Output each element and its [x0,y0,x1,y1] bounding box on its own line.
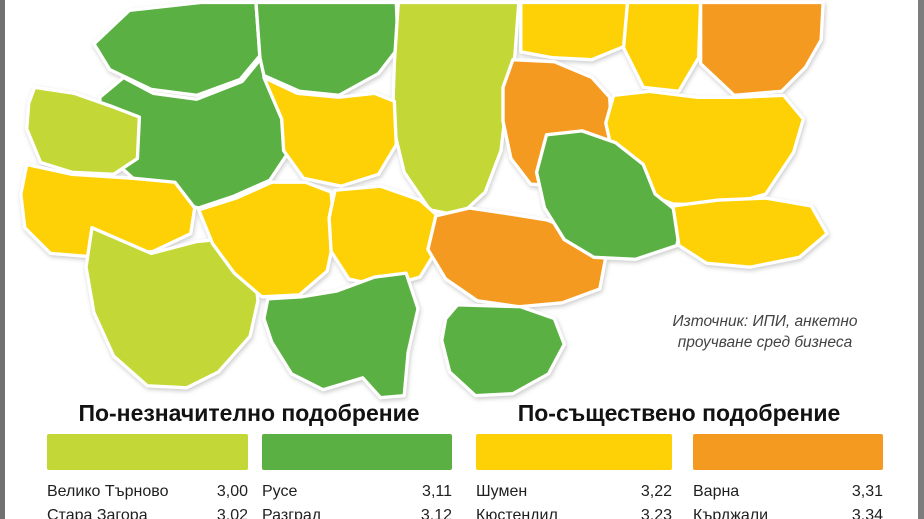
legend-title-left: По-незначително подобрение [78,400,420,426]
legend-row: Разград 3,12 [262,504,452,519]
source-note-line2: проучване сред бизнеса [677,334,853,351]
map-region-north-central [254,0,400,97]
map-region-northeast-2 [621,0,703,94]
legend-row: Варна 3,31 [693,480,883,504]
map-region-southwest-large [84,226,260,390]
region-name: Разград [262,507,322,519]
legend-swatch-orange [693,434,883,470]
region-value: 3,31 [851,483,883,500]
region-name: Велико Търново [47,483,169,500]
source-note-line1: Източник: ИПИ, анкетно [672,313,858,330]
map-region-southeast-coast [671,196,829,269]
region-name: Стара Загора [47,507,148,519]
legend-row: Кърджали 3,34 [693,504,883,519]
map-region-central-balkan [390,0,521,218]
region-name: Кърджали [693,507,769,519]
map-region-south-center [327,184,440,289]
region-value: 3,34 [851,507,883,519]
region-name: Шумен [476,483,528,500]
legend-row: Русе 3,11 [262,480,452,504]
legend-row: Шумен 3,22 [476,480,672,504]
region-value: 3,22 [640,483,672,500]
map-region-center-mid [262,75,398,188]
region-name: Русе [262,483,298,500]
legend-entries: Шумен 3,22 Кюстендил 3,23 [476,480,672,519]
region-value: 3,12 [420,507,452,519]
map-region-southeast-mid [534,129,685,261]
map-region-northeast-1 [519,0,630,62]
legend-column-orange: Варна 3,31 Кърджали 3,34 [693,434,883,519]
legend-entries: Русе 3,11 Разград 3,12 [262,480,452,519]
bulgaria-choropleth-map [19,0,829,400]
legend-entries: Варна 3,31 Кърджали 3,34 [693,480,883,519]
legend-column-lime: Велико Търново 3,00 Стара Загора 3,02 [47,434,248,519]
map-region-west-border [25,85,142,177]
region-name: Варна [693,483,740,500]
legend-row: Велико Търново 3,00 [47,480,248,504]
region-value: 3,02 [216,507,248,519]
legend-swatch-yellow [476,434,672,470]
legend-row: Стара Загора 3,02 [47,504,248,519]
legend-column-yellow: Шумен 3,22 Кюстендил 3,23 [476,434,672,519]
map-region-sofia-area [19,162,197,260]
region-name: Кюстендил [476,507,558,519]
map-region-south-border [440,303,566,398]
region-value: 3,00 [216,483,248,500]
legend-column-green: Русе 3,11 Разград 3,12 [262,434,452,519]
region-value: 3,23 [640,507,672,519]
legend-swatch-lime [47,434,248,470]
map-region-northeast-coast [698,0,825,97]
region-value: 3,11 [422,483,452,500]
legend-row: Кюстендил 3,23 [476,504,672,519]
legend-swatch-green [262,434,452,470]
map-region-south-mountain [262,271,420,400]
legend-title-right: По-съществено подобрение [517,400,841,426]
source-note: Източник: ИПИ, анкетно проучване сред би… [641,311,889,353]
legend-entries: Велико Търново 3,00 Стара Загора 3,02 [47,480,248,519]
